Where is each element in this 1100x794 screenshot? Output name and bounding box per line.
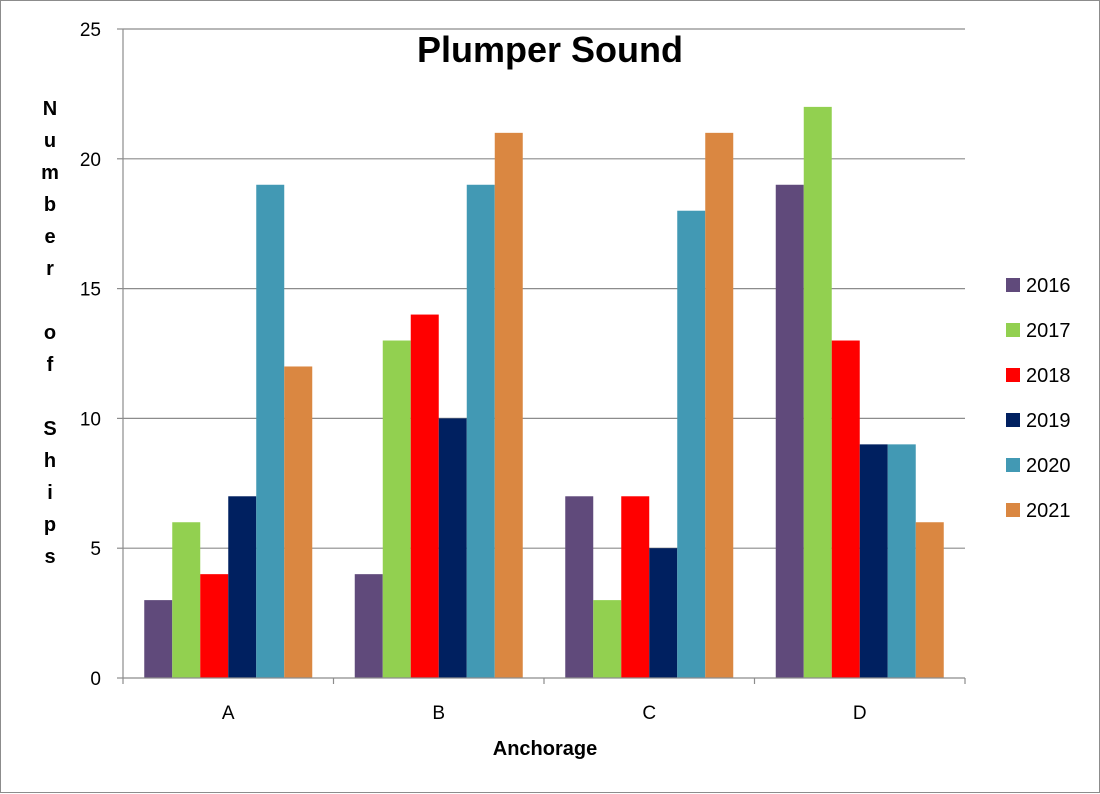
bar-A-2016 xyxy=(144,600,173,678)
legend: 2016 2017 2018 2019 2020 2021 xyxy=(1006,275,1071,522)
bar-A-2020 xyxy=(256,184,285,678)
bar-B-2016 xyxy=(354,574,383,678)
bar-C-2020 xyxy=(677,210,706,678)
bar-C-2021 xyxy=(705,132,734,679)
y-tick-label: 10 xyxy=(80,409,101,430)
legend-swatch xyxy=(1006,503,1020,517)
y-axis-title-letter: s xyxy=(44,546,55,568)
x-tick-label: D xyxy=(853,703,867,724)
legend-swatch xyxy=(1006,368,1020,382)
y-axis-title-letter: i xyxy=(47,482,53,504)
y-axis-title-letter: o xyxy=(44,322,56,344)
x-tick-label: A xyxy=(222,703,235,724)
bar-C-2016 xyxy=(565,496,594,678)
bar-C-2018 xyxy=(621,496,650,678)
x-tick-label: B xyxy=(432,703,445,724)
x-axis-title: Anchorage xyxy=(493,738,597,760)
y-axis-title-letter: r xyxy=(46,258,54,280)
bar-C-2017 xyxy=(593,600,622,678)
y-axis-title-letter: N xyxy=(43,98,57,120)
legend-label: 2021 xyxy=(1026,500,1071,522)
y-tick-label: 0 xyxy=(90,669,101,690)
legend-label: 2019 xyxy=(1026,410,1071,432)
legend-label: 2016 xyxy=(1026,275,1071,297)
legend-swatch xyxy=(1006,323,1020,337)
bar-D-2018 xyxy=(831,340,860,678)
bar-D-2021 xyxy=(915,522,944,678)
y-tick-labels: 0 5 10 15 20 25 xyxy=(80,20,101,690)
legend-label: 2020 xyxy=(1026,455,1071,477)
bar-B-2019 xyxy=(438,418,467,678)
y-axis-title-letter: p xyxy=(44,514,56,536)
y-tick-label: 20 xyxy=(80,150,101,171)
x-tick-label: C xyxy=(642,703,656,724)
bar-A-2017 xyxy=(172,522,201,678)
bar-B-2020 xyxy=(466,184,495,678)
bar-A-2018 xyxy=(200,574,229,678)
y-tick-label: 25 xyxy=(80,20,101,41)
y-axis-title-letter: h xyxy=(44,450,56,472)
y-axis-title-letter: f xyxy=(47,354,54,376)
y-tick-label: 15 xyxy=(80,280,101,301)
y-axis-title-letter: e xyxy=(44,226,55,248)
bar-B-2018 xyxy=(410,314,439,678)
y-axis-title-letter: u xyxy=(44,130,56,152)
bar-D-2020 xyxy=(887,444,916,678)
legend-label: 2018 xyxy=(1026,365,1071,387)
y-axis-title-letter: m xyxy=(41,162,59,184)
legend-label: 2017 xyxy=(1026,320,1071,342)
axes xyxy=(117,28,966,684)
bar-C-2019 xyxy=(649,548,678,678)
y-axis-title-letter: b xyxy=(44,194,56,216)
bars xyxy=(144,106,944,679)
bar-A-2021 xyxy=(284,366,313,678)
bar-D-2016 xyxy=(775,184,804,678)
chart-title: Plumper Sound xyxy=(417,29,683,70)
y-tick-label: 5 xyxy=(90,539,101,560)
legend-swatch xyxy=(1006,413,1020,427)
x-tick-labels: A B C D xyxy=(222,703,867,724)
bar-B-2017 xyxy=(382,340,411,678)
y-axis-title-letter: S xyxy=(43,418,56,440)
legend-swatch xyxy=(1006,278,1020,292)
legend-swatch xyxy=(1006,458,1020,472)
bar-D-2017 xyxy=(803,106,832,678)
bar-A-2019 xyxy=(228,496,257,678)
bar-B-2021 xyxy=(494,132,523,679)
bar-D-2019 xyxy=(859,444,888,678)
